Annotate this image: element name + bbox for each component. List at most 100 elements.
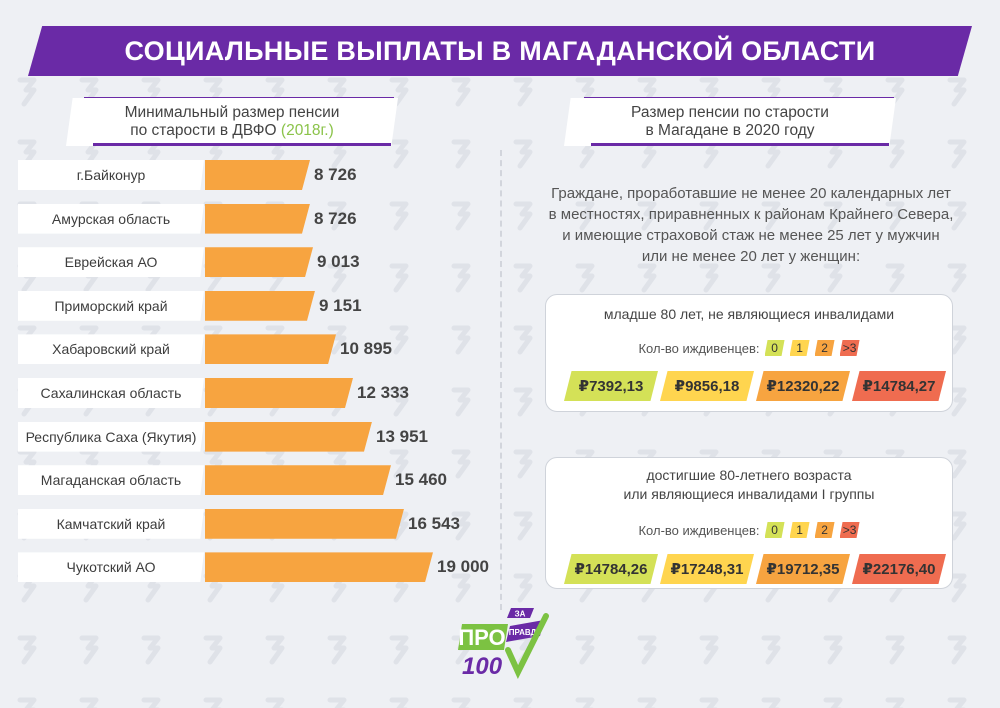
panel1-chip-3: >3 [839,340,860,356]
background-mark [389,201,409,231]
background-mark [451,263,471,293]
background-mark [451,573,471,603]
background-mark [699,697,719,708]
background-mark [823,77,843,107]
chart-row: Хабаровский край 10 895 [18,334,498,365]
chart-category-label: г.Байконур [18,160,204,190]
background-mark [389,449,409,479]
chart-row: Приморский край 9 151 [18,290,498,321]
background-mark [451,697,471,708]
chart-value-label: 9 151 [319,295,362,315]
background-mark [575,635,595,665]
chart-category-label: Сахалинская область [18,378,204,408]
background-mark [823,635,843,665]
chart-bar [205,552,433,582]
background-mark [947,263,967,293]
panel2-amount-1: ₽17248,31 [660,554,754,584]
chart-category-label: Чукотский АО [18,552,204,583]
background-mark [575,263,595,293]
background-mark [513,573,533,603]
background-mark [637,77,657,107]
background-mark [513,697,533,708]
background-mark [141,77,161,107]
background-mark [885,697,905,708]
background-mark [513,201,533,231]
background-mark [79,635,99,665]
panel1-amount-3: ₽14784,27 [852,371,946,401]
panel2-chip-0: 0 [764,522,785,538]
background-mark [947,77,967,107]
description-line2: в местностях, приравненных к районам Кра… [548,206,954,223]
background-mark [885,139,905,169]
background-mark [327,263,347,293]
background-mark [637,697,657,708]
panel2-title-line2: или являющиеся инвалидами I группы [623,486,875,502]
panel2-chip-1: 1 [789,522,810,538]
column-divider [500,150,502,610]
background-mark [451,201,471,231]
background-mark [885,635,905,665]
panel1-amounts: ₽7392,13 ₽9856,18 ₽12320,22 ₽14784,27 [554,371,946,401]
panel1-chip-2: 2 [814,340,835,356]
chart-bar [205,422,372,452]
background-mark [389,635,409,665]
chart-row: Магаданская область 15 460 [18,465,498,496]
right-header-line1: Размер пенсии по старости [631,104,829,121]
chart-bar [205,465,391,495]
chart-row: Республика Саха (Якутия) 13 951 [18,421,498,452]
panel2-amount-0: ₽14784,26 [564,554,658,584]
panel1-amount-1: ₽9856,18 [660,371,754,401]
chart-category-label: Амурская область [18,203,204,234]
left-header-year: (2018г.) [280,122,334,139]
background-mark [885,263,905,293]
background-mark [761,635,781,665]
logo-main-text: ПРО [458,625,505,650]
background-mark [513,77,533,107]
description-line1: Граждане, проработавшие не менее 20 кале… [551,185,951,202]
background-mark [265,635,285,665]
panel-under-80: младше 80 лет, не являющиеся инвалидами … [545,294,953,412]
background-mark [761,263,781,293]
background-mark [513,387,533,417]
chart-category-label: Хабаровский край [18,334,204,365]
background-mark [513,325,533,355]
background-mark [637,201,657,231]
background-mark [389,263,409,293]
background-mark [451,387,471,417]
page-title: СОЦИАЛЬНЫЕ ВЫПЛАТЫ В МАГАДАНСКОЙ ОБЛАСТИ [124,35,876,66]
background-mark [17,635,37,665]
chart-bar [205,509,404,539]
background-mark [637,263,657,293]
background-mark [947,449,967,479]
panel2-chip-2: 2 [814,522,835,538]
description-line3: и имеющие страховой стаж не менее 25 лет… [562,227,940,244]
left-header-line2: по старости в ДВФО [130,122,277,139]
background-mark [947,325,967,355]
description-line4: или не менее 20 лет у женщин: [641,248,861,265]
background-mark [327,325,347,355]
panel1-chip-0: 0 [764,340,785,356]
background-mark [699,635,719,665]
panel1-amount-2: ₽12320,22 [756,371,850,401]
background-mark [203,635,223,665]
chart-bar [205,378,353,408]
logo-za-tag [507,608,534,618]
background-mark [389,77,409,107]
background-mark [451,139,471,169]
background-mark [513,139,533,169]
eligibility-description: Граждане, проработавшие не менее 20 кале… [535,183,967,267]
background-mark [699,77,719,107]
background-mark [451,77,471,107]
chart-row: Камчатский край 16 543 [18,508,498,539]
chart-row: г.Байконур 8 726 [18,160,498,190]
panel1-chip-1: 1 [789,340,810,356]
background-mark [141,635,161,665]
panel1-title: младше 80 лет, не являющиеся инвалидами [603,306,895,322]
background-mark [947,697,967,708]
background-mark [947,139,967,169]
background-mark [451,449,471,479]
background-mark [823,201,843,231]
chart-value-label: 12 333 [357,383,409,402]
background-mark [761,201,781,231]
panel2-amount-3: ₽22176,40 [852,554,946,584]
